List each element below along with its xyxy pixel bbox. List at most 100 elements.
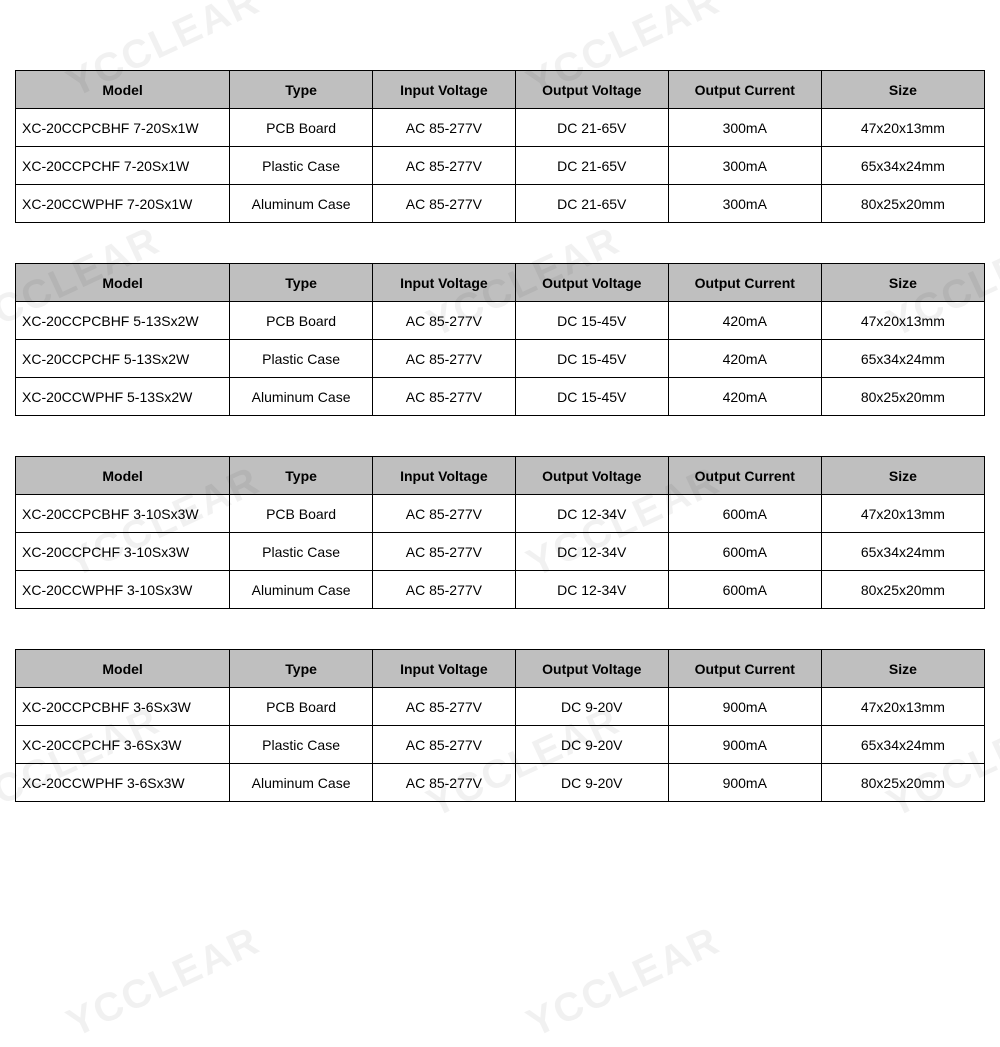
cell-model: XC-20CCPCBHF 5-13Sx2W [16, 302, 230, 340]
cell-size: 80x25x20mm [821, 571, 984, 609]
cell-model: XC-20CCPCHF 3-6Sx3W [16, 726, 230, 764]
cell-input-voltage: AC 85-277V [372, 147, 515, 185]
table-row: XC-20CCWPHF 7-20Sx1W Aluminum Case AC 85… [16, 185, 985, 223]
col-header-model: Model [16, 264, 230, 302]
cell-type: Plastic Case [230, 726, 373, 764]
table-row: XC-20CCPCHF 5-13Sx2W Plastic Case AC 85-… [16, 340, 985, 378]
cell-size: 80x25x20mm [821, 185, 984, 223]
cell-model: XC-20CCPCBHF 3-10Sx3W [16, 495, 230, 533]
cell-output-voltage: DC 9-20V [515, 726, 668, 764]
cell-type: Aluminum Case [230, 185, 373, 223]
spec-table-3: Model Type Input Voltage Output Voltage … [15, 456, 985, 609]
cell-size: 65x34x24mm [821, 726, 984, 764]
cell-type: PCB Board [230, 688, 373, 726]
cell-input-voltage: AC 85-277V [372, 764, 515, 802]
cell-model: XC-20CCWPHF 7-20Sx1W [16, 185, 230, 223]
cell-output-current: 300mA [668, 147, 821, 185]
spec-table-4: Model Type Input Voltage Output Voltage … [15, 649, 985, 802]
cell-model: XC-20CCWPHF 3-10Sx3W [16, 571, 230, 609]
table-row: XC-20CCPCHF 3-10Sx3W Plastic Case AC 85-… [16, 533, 985, 571]
cell-output-voltage: DC 12-34V [515, 533, 668, 571]
table-header-row: Model Type Input Voltage Output Voltage … [16, 650, 985, 688]
cell-output-voltage: DC 12-34V [515, 495, 668, 533]
table-header-row: Model Type Input Voltage Output Voltage … [16, 71, 985, 109]
cell-output-voltage: DC 9-20V [515, 764, 668, 802]
spec-table-2: Model Type Input Voltage Output Voltage … [15, 263, 985, 416]
cell-size: 47x20x13mm [821, 688, 984, 726]
col-header-type: Type [230, 650, 373, 688]
spec-table-1: Model Type Input Voltage Output Voltage … [15, 70, 985, 223]
cell-output-voltage: DC 15-45V [515, 340, 668, 378]
cell-output-current: 900mA [668, 764, 821, 802]
table-header-row: Model Type Input Voltage Output Voltage … [16, 457, 985, 495]
cell-input-voltage: AC 85-277V [372, 726, 515, 764]
cell-input-voltage: AC 85-277V [372, 185, 515, 223]
col-header-output-current: Output Current [668, 457, 821, 495]
cell-output-current: 300mA [668, 185, 821, 223]
cell-model: XC-20CCPCBHF 7-20Sx1W [16, 109, 230, 147]
cell-size: 65x34x24mm [821, 340, 984, 378]
cell-input-voltage: AC 85-277V [372, 378, 515, 416]
col-header-type: Type [230, 71, 373, 109]
table-row: XC-20CCPCHF 7-20Sx1W Plastic Case AC 85-… [16, 147, 985, 185]
cell-size: 80x25x20mm [821, 764, 984, 802]
cell-output-current: 420mA [668, 340, 821, 378]
cell-output-current: 420mA [668, 302, 821, 340]
col-header-input-voltage: Input Voltage [372, 650, 515, 688]
table-row: XC-20CCPCHF 3-6Sx3W Plastic Case AC 85-2… [16, 726, 985, 764]
cell-input-voltage: AC 85-277V [372, 533, 515, 571]
col-header-type: Type [230, 264, 373, 302]
table-row: XC-20CCWPHF 3-6Sx3W Aluminum Case AC 85-… [16, 764, 985, 802]
cell-output-current: 420mA [668, 378, 821, 416]
table-row: XC-20CCPCBHF 7-20Sx1W PCB Board AC 85-27… [16, 109, 985, 147]
cell-size: 80x25x20mm [821, 378, 984, 416]
watermark-text: YCCLEAR [60, 918, 267, 1046]
cell-input-voltage: AC 85-277V [372, 495, 515, 533]
cell-input-voltage: AC 85-277V [372, 571, 515, 609]
cell-output-voltage: DC 15-45V [515, 302, 668, 340]
cell-type: Aluminum Case [230, 764, 373, 802]
cell-size: 47x20x13mm [821, 495, 984, 533]
cell-size: 65x34x24mm [821, 147, 984, 185]
col-header-input-voltage: Input Voltage [372, 457, 515, 495]
table-row: XC-20CCPCBHF 5-13Sx2W PCB Board AC 85-27… [16, 302, 985, 340]
cell-model: XC-20CCPCBHF 3-6Sx3W [16, 688, 230, 726]
cell-output-voltage: DC 21-65V [515, 147, 668, 185]
cell-type: PCB Board [230, 109, 373, 147]
cell-size: 47x20x13mm [821, 302, 984, 340]
cell-type: Aluminum Case [230, 571, 373, 609]
col-header-size: Size [821, 264, 984, 302]
col-header-output-voltage: Output Voltage [515, 264, 668, 302]
cell-type: Plastic Case [230, 340, 373, 378]
cell-output-current: 600mA [668, 495, 821, 533]
tables-container: Model Type Input Voltage Output Voltage … [0, 0, 1000, 802]
cell-input-voltage: AC 85-277V [372, 340, 515, 378]
cell-type: Plastic Case [230, 533, 373, 571]
col-header-type: Type [230, 457, 373, 495]
watermark-text: YCCLEAR [520, 918, 727, 1046]
cell-size: 47x20x13mm [821, 109, 984, 147]
cell-type: PCB Board [230, 302, 373, 340]
cell-output-current: 900mA [668, 688, 821, 726]
col-header-input-voltage: Input Voltage [372, 264, 515, 302]
table-row: XC-20CCWPHF 5-13Sx2W Aluminum Case AC 85… [16, 378, 985, 416]
col-header-model: Model [16, 457, 230, 495]
col-header-output-voltage: Output Voltage [515, 650, 668, 688]
col-header-input-voltage: Input Voltage [372, 71, 515, 109]
table-row: XC-20CCPCBHF 3-10Sx3W PCB Board AC 85-27… [16, 495, 985, 533]
cell-model: XC-20CCPCHF 3-10Sx3W [16, 533, 230, 571]
cell-output-voltage: DC 9-20V [515, 688, 668, 726]
table-row: XC-20CCWPHF 3-10Sx3W Aluminum Case AC 85… [16, 571, 985, 609]
cell-type: PCB Board [230, 495, 373, 533]
cell-output-voltage: DC 12-34V [515, 571, 668, 609]
col-header-output-current: Output Current [668, 650, 821, 688]
cell-output-current: 600mA [668, 571, 821, 609]
col-header-output-voltage: Output Voltage [515, 457, 668, 495]
cell-model: XC-20CCWPHF 3-6Sx3W [16, 764, 230, 802]
cell-type: Aluminum Case [230, 378, 373, 416]
table-header-row: Model Type Input Voltage Output Voltage … [16, 264, 985, 302]
col-header-size: Size [821, 457, 984, 495]
cell-output-current: 900mA [668, 726, 821, 764]
cell-input-voltage: AC 85-277V [372, 688, 515, 726]
cell-output-current: 300mA [668, 109, 821, 147]
